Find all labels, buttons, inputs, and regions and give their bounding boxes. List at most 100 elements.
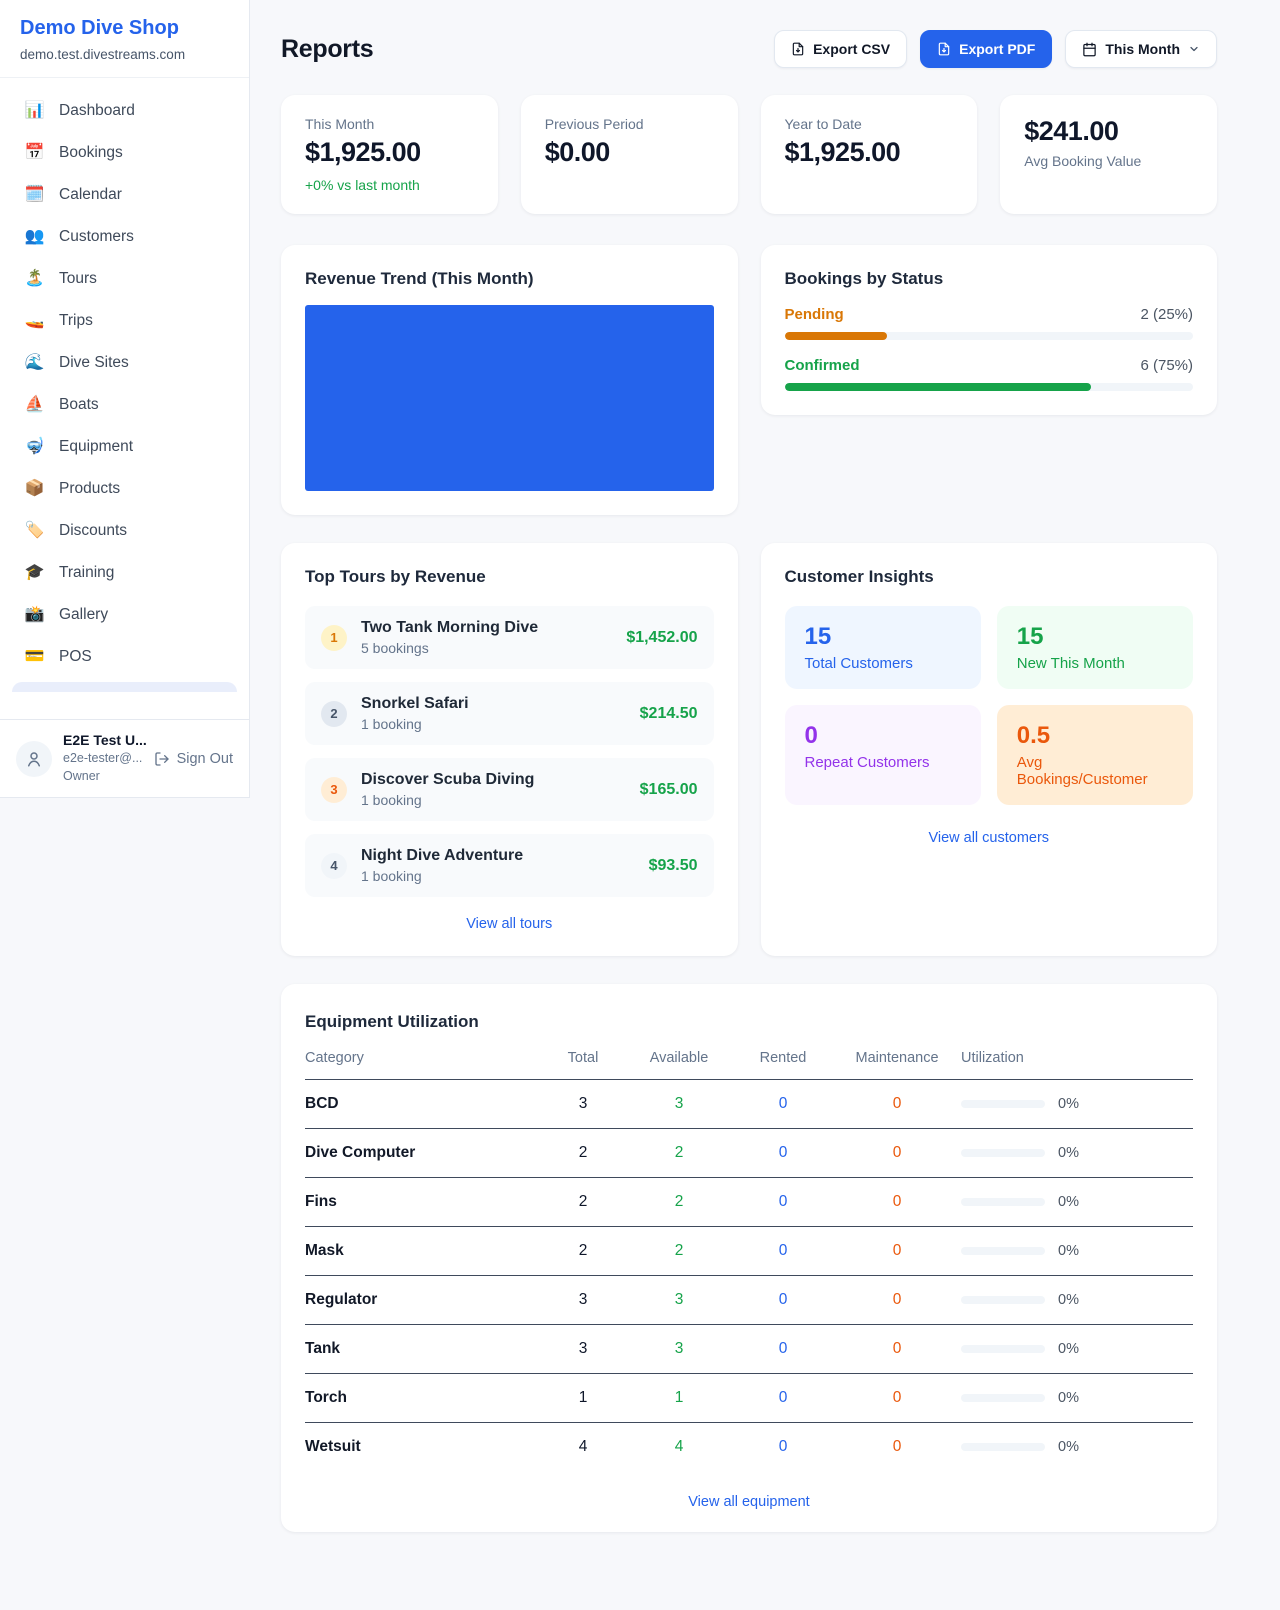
cell-available: 3 bbox=[625, 1324, 733, 1374]
utilization-label: 0% bbox=[1058, 1096, 1079, 1112]
cell-total: 2 bbox=[541, 1128, 625, 1178]
tour-name: Two Tank Morning Dive bbox=[361, 619, 539, 636]
sidebar-item-calendar[interactable]: 🗓️ Calendar bbox=[0, 174, 249, 216]
status-bar-fill bbox=[784, 332, 887, 340]
sidebar-item-tours[interactable]: 🏝️ Tours bbox=[0, 258, 249, 300]
view-all-equipment-link[interactable]: View all equipment bbox=[688, 1494, 810, 1510]
column-header-rented: Rented bbox=[759, 1050, 807, 1066]
people-icon: 👥 bbox=[24, 228, 45, 245]
cell-utilization: 0% bbox=[961, 1128, 1193, 1178]
table-row: BCD 3 3 0 0 0% bbox=[305, 1079, 1193, 1129]
main-content: Reports Export CSV Export PDF This Month… bbox=[250, 0, 1280, 1532]
sidebar: Demo Dive Shop demo.test.divestreams.com… bbox=[0, 0, 250, 798]
tile-label: Avg Bookings/Customer bbox=[1016, 754, 1148, 788]
cell-rented: 0 bbox=[733, 1079, 833, 1129]
sidebar-item-discounts[interactable]: 🏷️ Discounts bbox=[0, 510, 249, 552]
cell-utilization: 0% bbox=[961, 1275, 1193, 1325]
stat-cards: This Month $1,925.00 +0% vs last month P… bbox=[281, 95, 1217, 214]
brand: Demo Dive Shop demo.test.divestreams.com bbox=[0, 0, 249, 78]
cell-available: 2 bbox=[625, 1177, 733, 1227]
tour-bookings: 1 booking bbox=[361, 716, 422, 732]
tour-row: 4 Night Dive Adventure 1 booking $93.50 bbox=[305, 834, 714, 897]
sidebar-item-label: Boats bbox=[59, 396, 99, 413]
tile-repeat-customers: 0 Repeat Customers bbox=[784, 705, 981, 805]
stat-label: Year to Date bbox=[784, 116, 862, 132]
column-header-available: Available bbox=[649, 1050, 709, 1066]
cell-utilization: 0% bbox=[961, 1422, 1193, 1471]
tile-avg-bookings-customer: 0.5 Avg Bookings/Customer bbox=[996, 705, 1193, 805]
view-all-tours-link[interactable]: View all tours bbox=[466, 916, 553, 932]
sidebar-item-products[interactable]: 📦 Products bbox=[0, 468, 249, 510]
cell-category: Wetsuit bbox=[305, 1422, 541, 1471]
cell-available: 2 bbox=[625, 1226, 733, 1276]
utilization-label: 0% bbox=[1058, 1292, 1079, 1308]
credit-card-icon: 💳 bbox=[24, 648, 45, 665]
stat-label: Avg Booking Value bbox=[1024, 153, 1142, 169]
calendar-icon bbox=[1083, 42, 1097, 56]
sidebar-item-label: Gallery bbox=[59, 606, 109, 623]
cell-available: 1 bbox=[625, 1373, 733, 1423]
status-bar-fill bbox=[784, 383, 1091, 391]
cell-utilization: 0% bbox=[961, 1226, 1193, 1276]
header-actions: Export CSV Export PDF This Month bbox=[774, 30, 1217, 68]
cell-total: 4 bbox=[541, 1422, 625, 1471]
cell-maintenance: 0 bbox=[833, 1324, 961, 1374]
tour-revenue: $165.00 bbox=[639, 780, 698, 798]
sidebar-item-label: Trips bbox=[59, 312, 93, 329]
top-tours-title: Top Tours by Revenue bbox=[305, 567, 486, 586]
sidebar-item-boats[interactable]: ⛵ Boats bbox=[0, 384, 249, 426]
export-csv-button[interactable]: Export CSV bbox=[774, 30, 908, 68]
sidebar-item-label: POS bbox=[59, 648, 92, 665]
user-box: E2E Test U... e2e-tester@... Owner Sign … bbox=[0, 719, 249, 797]
bookings-by-status-title: Bookings by Status bbox=[784, 269, 944, 288]
cell-total: 1 bbox=[541, 1373, 625, 1423]
cell-maintenance: 0 bbox=[833, 1275, 961, 1325]
tile-label: Repeat Customers bbox=[804, 754, 930, 771]
table-header-row: Category Total Available Rented Maintena… bbox=[305, 1050, 1193, 1080]
column-header-category: Category bbox=[305, 1050, 364, 1066]
table-row: Fins 2 2 0 0 0% bbox=[305, 1177, 1193, 1227]
column-header-utilization: Utilization bbox=[961, 1050, 1024, 1066]
utilization-label: 0% bbox=[1058, 1341, 1079, 1357]
charts-row: Revenue Trend (This Month) Bookings by S… bbox=[281, 245, 1217, 515]
sidebar-item-label: Dive Sites bbox=[59, 354, 129, 371]
sign-out-label: Sign Out bbox=[176, 750, 233, 767]
sign-out-button[interactable]: Sign Out bbox=[154, 751, 233, 767]
table-row: Torch 1 1 0 0 0% bbox=[305, 1373, 1193, 1423]
cell-maintenance: 0 bbox=[833, 1079, 961, 1129]
sidebar-item-gallery[interactable]: 📸 Gallery bbox=[0, 594, 249, 636]
cell-available: 3 bbox=[625, 1079, 733, 1129]
sidebar-item-reports-active[interactable] bbox=[12, 682, 237, 692]
period-dropdown[interactable]: This Month bbox=[1065, 30, 1217, 68]
sidebar-item-label: Bookings bbox=[59, 144, 123, 161]
table-row: Wetsuit 4 4 0 0 0% bbox=[305, 1422, 1193, 1471]
export-pdf-button[interactable]: Export PDF bbox=[920, 30, 1053, 68]
period-label: This Month bbox=[1105, 41, 1180, 57]
status-count: 6 (75%) bbox=[1140, 357, 1193, 374]
tile-label: Total Customers bbox=[804, 655, 913, 672]
revenue-trend-chart bbox=[305, 305, 714, 491]
tile-value: 15 bbox=[804, 623, 832, 650]
view-all-customers-link[interactable]: View all customers bbox=[928, 830, 1050, 846]
sidebar-item-equipment[interactable]: 🤿 Equipment bbox=[0, 426, 249, 468]
cell-total: 2 bbox=[541, 1226, 625, 1276]
file-download-icon bbox=[792, 42, 804, 56]
sidebar-item-customers[interactable]: 👥 Customers bbox=[0, 216, 249, 258]
cell-category: Torch bbox=[305, 1373, 541, 1423]
sidebar-item-dive-sites[interactable]: 🌊 Dive Sites bbox=[0, 342, 249, 384]
sidebar-item-trips[interactable]: 🚤 Trips bbox=[0, 300, 249, 342]
status-label: Pending bbox=[784, 306, 844, 323]
utilization-bar bbox=[961, 1345, 1045, 1353]
sidebar-item-dashboard[interactable]: 📊 Dashboard bbox=[0, 90, 249, 132]
cell-maintenance: 0 bbox=[833, 1373, 961, 1423]
stat-card-previous-period: Previous Period $0.00 bbox=[520, 95, 738, 214]
tour-bookings: 1 booking bbox=[361, 868, 422, 884]
brand-subdomain: demo.test.divestreams.com bbox=[20, 47, 186, 62]
cell-maintenance: 0 bbox=[833, 1422, 961, 1471]
sidebar-item-bookings[interactable]: 📅 Bookings bbox=[0, 132, 249, 174]
sidebar-item-pos[interactable]: 💳 POS bbox=[0, 636, 249, 678]
tour-revenue: $214.50 bbox=[639, 704, 698, 722]
equipment-utilization-title: Equipment Utilization bbox=[305, 1012, 479, 1031]
sidebar-item-training[interactable]: 🎓 Training bbox=[0, 552, 249, 594]
brand-title: Demo Dive Shop bbox=[20, 17, 179, 39]
